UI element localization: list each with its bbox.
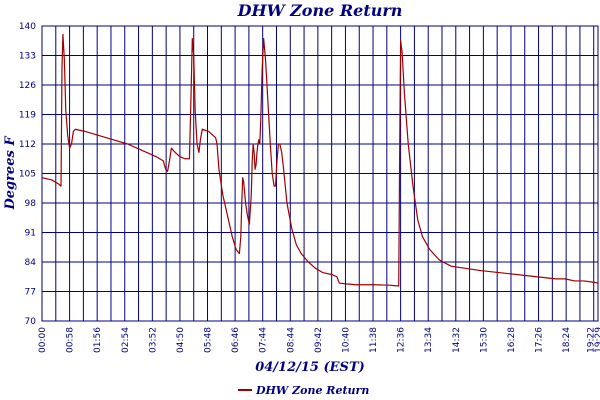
x-tick-label: 02:54 (121, 327, 131, 353)
series-layer (41, 33, 599, 287)
x-tick-label: 00:00 (38, 327, 48, 353)
y-tick-label: 112 (19, 140, 36, 150)
x-tick-label: 05:48 (204, 327, 214, 353)
legend: DHW Zone Return (238, 384, 369, 397)
plot-frame (41, 25, 599, 322)
y-axis-label: Degrees F (3, 136, 18, 211)
x-tick-label: 11:38 (369, 327, 379, 353)
x-tick-label: 19:29 (594, 327, 600, 353)
legend-label: DHW Zone Return (255, 384, 369, 397)
x-tick-label: 13:34 (424, 327, 434, 353)
x-tick-label: 12:36 (397, 327, 407, 353)
x-tick-label: 07:44 (259, 327, 269, 353)
x-tick-label: 09:42 (314, 327, 324, 353)
x-tick-label: 03:52 (148, 327, 158, 353)
y-tick-label: 98 (25, 199, 37, 209)
y-tick-label: 105 (19, 170, 36, 180)
y-tick-label: 133 (19, 52, 36, 62)
chart-title: DHW Zone Return (237, 1, 403, 20)
x-tick-label: 08:44 (286, 327, 296, 353)
x-tick-label: 04:50 (176, 327, 186, 353)
x-tick-label: 16:28 (507, 327, 517, 353)
x-tick-label: 06:46 (231, 327, 241, 353)
y-tick-label: 126 (19, 81, 36, 91)
y-tick-label: 84 (25, 258, 37, 268)
x-tick-label: 15:30 (479, 327, 489, 353)
x-tick-label: 01:56 (93, 327, 103, 353)
y-tick-label: 70 (25, 317, 37, 327)
x-tick-label: 19:22 (587, 327, 597, 353)
x-tick-label: 10:40 (341, 327, 351, 353)
y-tick-label: 119 (19, 111, 36, 121)
x-tick-label: 18:24 (562, 327, 572, 353)
x-axis-label: 04/12/15 (EST) (255, 360, 365, 375)
x-tick-labels: 00:00 00:58 01:56 02:54 03:52 04:50 05:48 06:46… (38, 327, 600, 353)
x-tick-label: 17:26 (535, 327, 545, 353)
y-tick-label: 77 (25, 288, 36, 298)
y-tick-label: 91 (25, 229, 36, 239)
x-tick-label: 14:32 (452, 327, 462, 353)
y-tick-label: 140 (19, 22, 36, 32)
series-line (41, 33, 599, 287)
y-tick-labels: 70 77 84 91 98 105 112 119 126 133 140 (19, 22, 36, 327)
x-tick-label: 00:58 (66, 327, 76, 353)
